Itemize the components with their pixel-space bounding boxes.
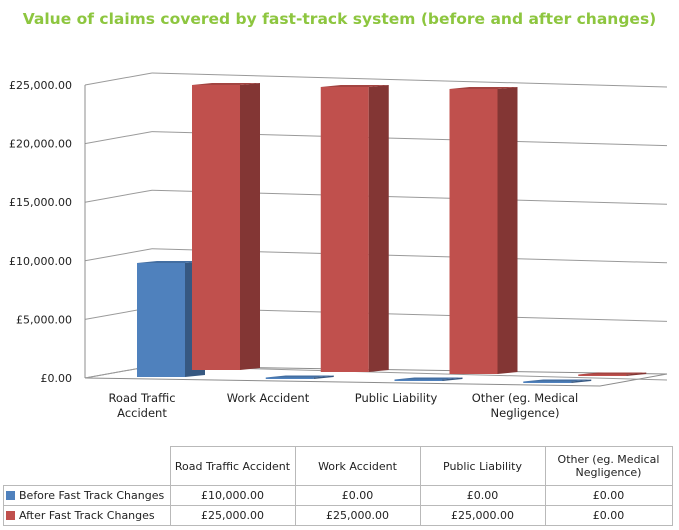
y-tick-label: £5,000.00: [16, 313, 72, 326]
data-table: Road Traffic Accident Work Accident Publ…: [3, 446, 673, 526]
bar-side: [368, 85, 389, 372]
y-tick-label: £25,000.00: [9, 79, 72, 92]
data-table-header-road-traffic: Road Traffic Accident: [169, 446, 296, 486]
y-tick-label: £15,000.00: [9, 196, 72, 209]
bar-top: [137, 261, 205, 263]
data-table-header-work-accident: Work Accident: [294, 446, 421, 486]
legend-swatch-before: [6, 491, 15, 500]
chart-plot: £0.00 £5,000.00 £10,000.00 £15,000.00 £20,00…: [9, 72, 668, 420]
data-table-row-before: Before Fast Track Changes £10,000.00 £0.…: [3, 485, 673, 506]
bar-side: [497, 87, 518, 374]
x-tick-label: Work Accident: [227, 391, 310, 405]
data-table-header-row: Road Traffic Accident Work Accident Publ…: [4, 446, 673, 486]
bar-side: [442, 377, 463, 381]
x-tick-label: Road Traffic: [108, 391, 175, 405]
bar-front: [192, 85, 240, 370]
x-tick-label: Accident: [117, 406, 167, 420]
data-table-row-label: Before Fast Track Changes: [3, 485, 171, 506]
x-tick-label: Negligence): [491, 406, 560, 420]
bar-front: [523, 381, 572, 383]
data-table-header-other: Other (eg. Medical Negligence): [544, 446, 673, 486]
y-tick-label: £20,000.00: [9, 138, 72, 151]
bar-top: [578, 372, 647, 375]
y-tick-label: £0.00: [41, 372, 73, 385]
x-tick-label: Other (eg. Medical: [472, 391, 579, 405]
bar-front: [137, 263, 185, 377]
data-table-cell: £0.00: [544, 505, 673, 526]
bar-top: [394, 377, 463, 380]
bar-front: [394, 379, 443, 381]
bar-top: [320, 85, 389, 87]
gridline-left: [84, 72, 153, 86]
bar-side: [240, 83, 260, 370]
bar-front: [320, 87, 369, 372]
bar-top: [265, 375, 334, 378]
data-table-corner: [4, 447, 171, 486]
data-table-cell: £0.00: [419, 485, 546, 506]
bar-front: [265, 377, 314, 379]
bar-side: [313, 375, 334, 379]
bar-front: [578, 374, 627, 376]
data-table-cell: £25,000.00: [419, 505, 546, 526]
bar-side: [571, 379, 592, 383]
bar-top: [192, 83, 260, 85]
chart-title: Value of claims covered by fast-track sy…: [22, 10, 657, 28]
data-table-header-public-liability: Public Liability: [419, 446, 546, 486]
gridline-left: [84, 189, 153, 203]
legend-swatch-after: [6, 511, 15, 520]
data-table-cell: £10,000.00: [169, 485, 296, 506]
bar-top: [449, 87, 518, 89]
bar-front: [449, 89, 498, 374]
data-table-row-label: After Fast Track Changes: [3, 505, 171, 526]
data-table-cell: £25,000.00: [169, 505, 296, 526]
x-tick-label: Public Liability: [355, 391, 438, 405]
gridline-left: [84, 131, 153, 145]
data-table-cell: £25,000.00: [294, 505, 421, 526]
bar-side: [626, 372, 647, 376]
gridline-left: [84, 248, 153, 262]
y-tick-label: £10,000.00: [9, 255, 72, 268]
gridline-back: [151, 72, 668, 88]
data-table-cell: £0.00: [544, 485, 673, 506]
data-table-cell: £0.00: [294, 485, 421, 506]
bar-top: [523, 379, 592, 382]
data-table-row-after: After Fast Track Changes £25,000.00 £25,…: [3, 505, 673, 526]
